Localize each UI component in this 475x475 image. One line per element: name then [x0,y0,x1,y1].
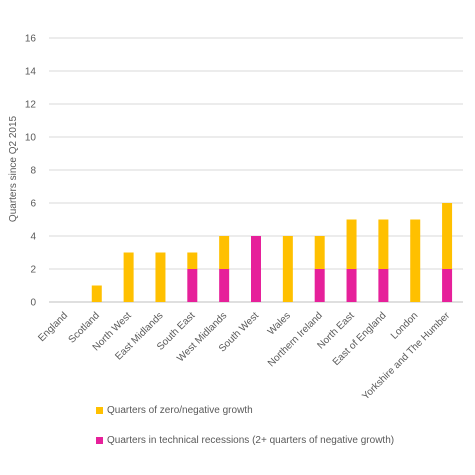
bar-segment [442,269,453,302]
legend-swatch [96,407,103,414]
y-tick-label: 16 [25,34,37,45]
x-tick-label: Northern Ireland [266,310,325,369]
legend-item-zero-negative: Quarters of zero/negative growth [96,404,396,417]
bar-segment [187,269,198,302]
bar-segment [219,269,230,302]
y-tick-label: 14 [25,67,37,78]
y-tick-label: 8 [30,166,36,177]
y-tick-label: 2 [30,265,36,276]
bar-segment [378,219,389,269]
legend-label: Quarters in technical recessions (2+ qua… [107,435,395,446]
y-tick-label: 6 [30,199,36,210]
legend-swatch [96,437,103,444]
bar-segment [251,236,261,302]
gridlines [49,37,463,303]
x-tick-label: London [389,310,420,341]
x-tick-label: Wales [266,310,293,337]
y-tick-label: 4 [30,232,36,243]
bar-segment [442,203,453,269]
bar-segment [410,219,421,302]
bar-segment [123,252,134,302]
bar-segment [187,252,198,269]
bar-segment [314,236,325,269]
legend-label: Quarters of zero/negative growth [107,405,253,416]
y-axis-label: Quarters since Q2 2015 [8,115,19,222]
bar-segment [346,219,357,269]
legend-item-technical-recession: Quarters in technical recessions (2+ qua… [96,434,396,447]
bar-segment [91,285,102,302]
y-tick-label: 0 [30,298,36,309]
y-tick-labels: 0 2 4 6 8 10 12 14 16 [25,34,37,309]
bar-segment [314,269,325,302]
bar-segment [346,269,357,302]
bars [91,203,453,302]
bar-segment [155,252,166,302]
y-tick-label: 12 [25,100,37,111]
bar-segment [378,269,389,302]
x-tick-label: England [36,310,70,344]
bar-segment [282,236,293,302]
bar-segment [219,236,230,269]
y-tick-label: 10 [25,133,37,144]
